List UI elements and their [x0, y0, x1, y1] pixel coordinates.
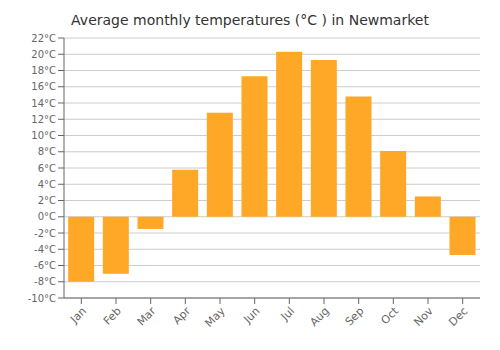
- svg-text:Aug: Aug: [307, 305, 331, 329]
- svg-text:Jul: Jul: [278, 305, 297, 324]
- svg-text:Nov: Nov: [411, 304, 436, 329]
- svg-text:-10°C: -10°C: [28, 293, 56, 304]
- svg-text:Feb: Feb: [101, 305, 124, 328]
- svg-text:Sep: Sep: [343, 305, 367, 329]
- svg-text:May: May: [202, 304, 228, 330]
- html-text:Average monthly temperatures (: Average monthly temperatures (°C ) in Ne…: [71, 12, 429, 28]
- svg-text:4°C: 4°C: [38, 179, 56, 190]
- svg-text:0°C: 0°C: [38, 211, 56, 222]
- svg-text:22°C: 22°C: [31, 33, 56, 44]
- svg-text:Apr: Apr: [170, 304, 193, 327]
- svg-text:Dec: Dec: [446, 305, 470, 329]
- svg-text:16°C: 16°C: [31, 81, 56, 92]
- svg-text:14°C: 14°C: [31, 98, 56, 109]
- svg-text:8°C: 8°C: [38, 146, 56, 157]
- svg-text:Jun: Jun: [240, 305, 262, 327]
- svg-text:-6°C: -6°C: [34, 260, 56, 271]
- svg-text:Mar: Mar: [135, 304, 159, 328]
- svg-text:Oct: Oct: [378, 304, 401, 327]
- svg-text:-8°C: -8°C: [34, 276, 56, 287]
- svg-text:-2°C: -2°C: [34, 228, 56, 239]
- svg-text:20°C: 20°C: [31, 49, 56, 60]
- svg-text:Jan: Jan: [67, 305, 89, 327]
- svg-text:10°C: 10°C: [31, 130, 56, 141]
- svg-text:-4°C: -4°C: [34, 244, 56, 255]
- svg-text:6°C: 6°C: [38, 163, 56, 174]
- svg-text:2°C: 2°C: [38, 195, 56, 206]
- svg-text:12°C: 12°C: [31, 114, 56, 125]
- svg-text:18°C: 18°C: [31, 65, 56, 76]
